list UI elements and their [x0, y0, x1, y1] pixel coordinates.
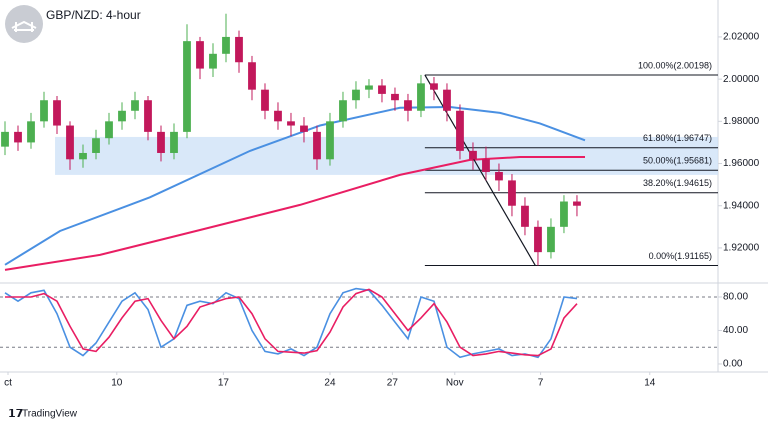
candle-body	[1, 131, 9, 147]
candle-body	[235, 36, 243, 63]
logo-icon	[11, 20, 37, 32]
candle-body	[339, 100, 347, 122]
candle-body	[456, 110, 464, 151]
candle-body	[508, 180, 516, 206]
brand-logo: 𝟭𝟳	[8, 408, 23, 420]
chart-title: GBP/NZD: 4-hour	[46, 8, 141, 22]
candle-body	[196, 41, 204, 69]
candle-body	[300, 125, 308, 132]
candle-body	[287, 121, 295, 126]
candle-body	[313, 131, 321, 160]
candle-body	[222, 36, 230, 54]
fib-label: 61.80%(1.96747)	[643, 133, 712, 143]
moving-average	[4, 105, 586, 266]
stochastic-line	[4, 287, 578, 359]
y-tick-label: 1.96000	[723, 158, 760, 169]
y-tick-label: 1.98000	[723, 116, 760, 127]
x-tick-label: 17	[218, 378, 230, 389]
candle-body	[378, 85, 386, 94]
x-tick-label: 24	[324, 378, 336, 389]
logo	[5, 5, 43, 43]
moving-average	[4, 156, 585, 271]
candle-body	[469, 150, 477, 160]
candle-body	[183, 41, 191, 132]
candle-body	[14, 131, 22, 143]
candle-body	[391, 93, 399, 101]
support-zone	[55, 136, 718, 175]
candle-body	[170, 131, 178, 153]
candle-body	[131, 100, 139, 111]
candle-body	[248, 62, 256, 90]
x-tick-label: 7	[538, 378, 544, 389]
candle-body	[144, 100, 152, 132]
candle-body	[105, 121, 113, 139]
candle-body	[261, 89, 269, 111]
candle-body	[534, 226, 542, 253]
x-tick-label: Nov	[446, 378, 464, 389]
plot: 1.92000 1.94000 1.96000 1.98000 2.00000 2.020…	[0, 13, 760, 389]
y-tick-label: 2.02000	[723, 32, 760, 43]
candle-body	[430, 83, 438, 90]
y-tick-label: 40.00	[723, 325, 748, 336]
candle-body	[495, 171, 503, 181]
candle-body	[79, 152, 87, 160]
candle-body	[27, 121, 35, 143]
candle-body	[326, 121, 334, 160]
candle-body	[404, 100, 412, 111]
fib-label: 38.20%(1.94615)	[643, 178, 712, 188]
y-tick-label: 80.00	[723, 292, 748, 303]
candle-body	[66, 125, 74, 160]
source: TradingView	[22, 409, 78, 420]
candle-body	[118, 110, 126, 122]
y-tick-label: 0.00	[723, 359, 743, 370]
x-tick-label: 14	[644, 378, 656, 389]
candle-body	[482, 159, 490, 172]
fib-label: 100.00%(2.00198)	[638, 60, 712, 70]
y-tick-label: 1.94000	[723, 200, 760, 211]
x-tick-label: 27	[387, 378, 399, 389]
y-tick-label: 1.92000	[723, 243, 760, 254]
stochastic-line	[5, 288, 578, 357]
candle-body	[157, 131, 165, 153]
candle-body	[274, 110, 282, 122]
candle-body	[352, 89, 360, 101]
candle-body	[560, 201, 568, 227]
candle-body	[209, 53, 217, 69]
candle-body	[92, 138, 100, 153]
candle-body	[417, 83, 425, 111]
candle-body	[443, 89, 451, 111]
fib-label: 0.00%(1.91165)	[649, 251, 712, 261]
x-tick-label: 10	[111, 378, 123, 389]
candle-body	[53, 100, 61, 126]
x-tick-label: ct	[4, 378, 12, 389]
candle-body	[573, 201, 581, 206]
fib-label: 50.00%(1.95681)	[643, 156, 712, 166]
candle-body	[365, 85, 373, 90]
candle-body	[40, 100, 48, 122]
candle-body	[547, 226, 555, 253]
y-tick-label: 2.00000	[723, 74, 760, 85]
candle-body	[521, 205, 529, 227]
